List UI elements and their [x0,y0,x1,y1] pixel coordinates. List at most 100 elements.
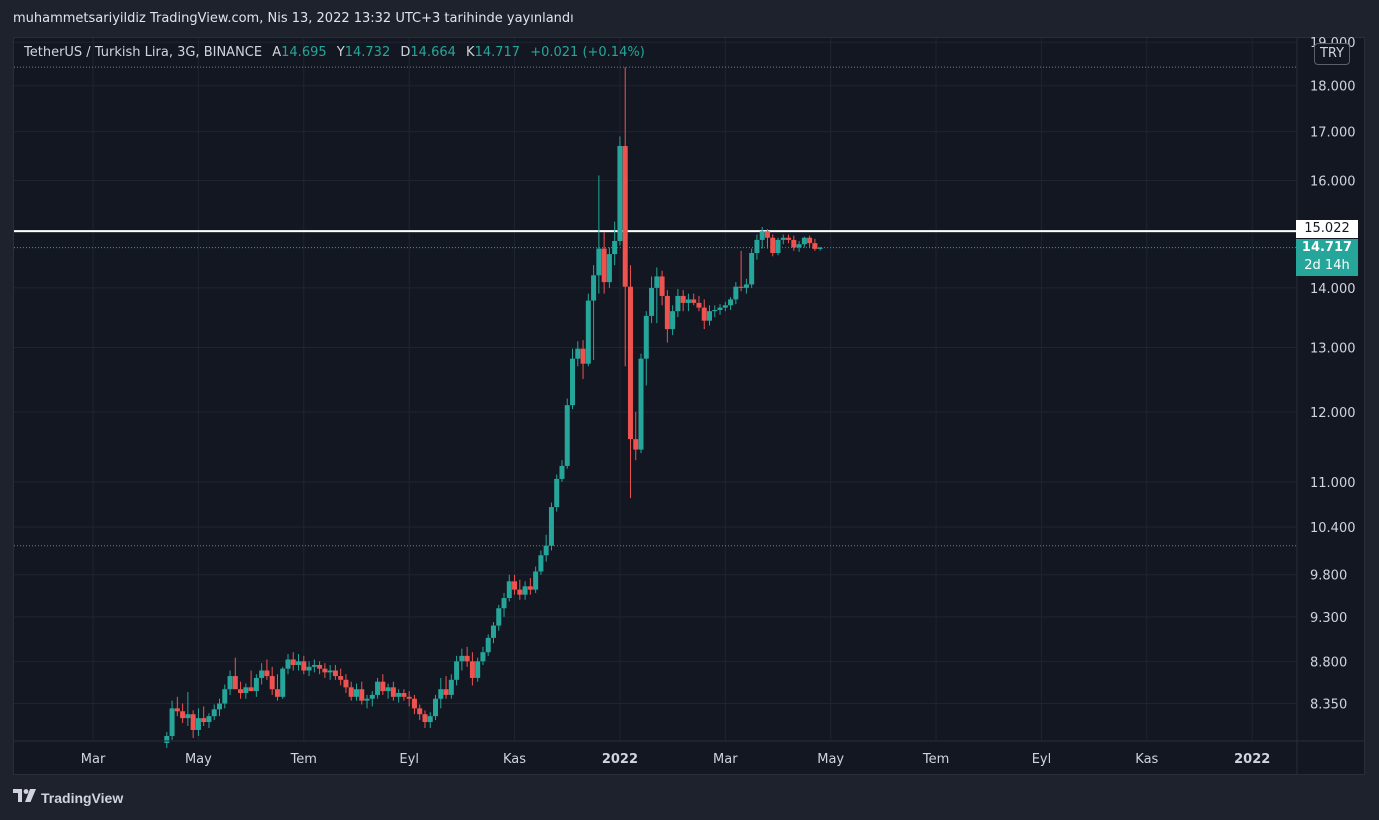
candle-up [311,659,317,673]
candle-body [738,286,744,288]
candle-up [548,502,554,551]
candle-body [496,608,502,626]
price-tick-label: 11.000 [1310,476,1356,491]
time-tick-label: 2022 [602,752,638,767]
candle-up [575,341,581,367]
candle-body [749,252,755,285]
candle-body [380,681,386,692]
candle-up [396,689,402,703]
candle-body [448,679,454,695]
candle-body [469,661,475,678]
chart-panel[interactable] [13,37,1365,775]
candle-body [733,286,739,300]
candle-up [796,240,802,252]
candle-down [322,663,328,678]
time-tick-label: Tem [290,752,317,767]
candle-down [390,681,396,701]
candle-body [359,689,365,701]
candle-up [596,175,602,294]
candle-up [570,348,576,410]
candle-body [353,689,359,697]
candle-down [527,578,533,595]
candle-down [380,674,386,695]
candle-down [738,250,744,292]
candle-up [707,305,713,326]
candle-up [296,654,302,671]
candle-up [216,698,222,717]
time-axis[interactable]: Mar May Tem Eyl Kas 2022 Mar May Tem Eyl Kas 2022 [81,752,1271,767]
low-value: 14.664 [410,45,456,60]
candle-body [227,676,233,690]
price-tick-label: 9.300 [1310,611,1347,626]
candle-down [807,235,813,248]
candle-up [522,581,528,600]
candle-down [512,574,518,595]
candle-body [174,708,180,712]
candle-down [406,691,412,707]
candle-body [675,295,681,312]
time-tick-label: Tem [922,752,949,767]
candle-up [564,398,570,469]
candle-body [633,439,639,450]
price-axis[interactable]: 8.350 8.800 9.300 9.800 10.400 11.000 12.000 13… [1310,36,1356,712]
high-label: Y [336,45,345,60]
candle-down [269,666,275,695]
high-value: 14.732 [344,45,391,60]
candle-body [306,666,312,671]
candle-up [480,646,486,665]
candle-body [443,689,449,695]
candle-body [433,698,439,717]
candle-body [301,661,307,671]
brand-footer[interactable]: TradingView [13,789,123,809]
candle-down [274,674,280,701]
candle-down [232,657,238,690]
time-tick-label: 2022 [1234,752,1270,767]
candle-down [622,67,628,367]
candles [164,67,823,749]
candle-body [538,555,544,572]
candle-down [338,668,344,686]
candle-body [264,670,270,677]
candle-up [459,648,465,671]
candle-down [411,694,417,715]
publication-header: muhammetsariyildiz TradingView.com, Nis … [0,0,1379,38]
candle-down [317,661,323,675]
candle-down [180,703,186,724]
candle-body [527,586,533,590]
last-price-label: 14.717 2d 14h [1296,239,1358,276]
candle-body [485,637,491,653]
candle-up [538,550,544,575]
candle-body [575,348,581,359]
candle-up [780,234,786,245]
publication-title: muhammetsariyildiz TradingView.com, Nis … [13,11,574,26]
candle-body [638,358,644,450]
time-tick-label: Mar [81,752,106,767]
candle-body [580,348,586,364]
candle-body [422,714,428,723]
candle-up [438,677,444,709]
candle-body [559,465,565,479]
candle-body [707,311,713,321]
candle-body [290,659,296,665]
candle-up [375,677,381,699]
candle-down [238,681,244,699]
currency-badge[interactable]: TRY [1314,43,1350,65]
candle-up [496,604,502,631]
candle-up [327,664,333,680]
candle-up [801,236,807,248]
candle-up [306,661,312,677]
candle-body [506,581,512,599]
candle-up [617,136,623,246]
candle-body [780,237,786,240]
candle-body [786,237,792,240]
candle-body [280,668,286,697]
candle-up [543,534,549,562]
candle-body [459,655,465,662]
candle-body [612,240,618,255]
candle-up [506,574,512,602]
candle-down [786,234,792,244]
candle-body [659,276,665,296]
candle-up [259,663,265,685]
candle-body [817,247,823,249]
